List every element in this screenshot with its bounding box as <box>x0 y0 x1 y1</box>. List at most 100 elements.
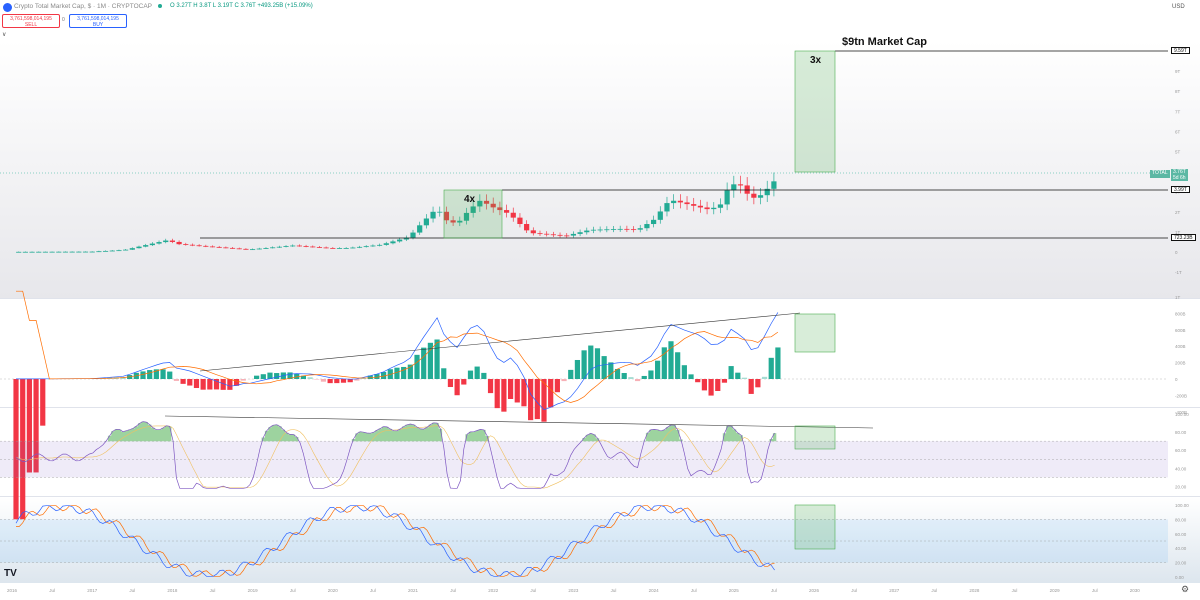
time-axis-tick: Jul <box>851 588 857 593</box>
candle-body <box>263 248 269 249</box>
macd-histogram-bar <box>474 366 480 379</box>
candle-body <box>724 190 730 205</box>
macd-histogram-bar <box>554 379 560 393</box>
candle-body <box>250 249 256 251</box>
macd-histogram-bar <box>120 376 126 379</box>
macd-trendline <box>199 312 801 372</box>
price-pane[interactable] <box>0 40 1200 298</box>
macd-histogram-bar <box>33 379 39 473</box>
macd-histogram-bar <box>655 360 661 379</box>
macd-axis-tick: -200B <box>1175 393 1187 398</box>
macd-histogram-bar <box>274 373 280 379</box>
gear-icon[interactable]: ⚙ <box>1181 584 1190 594</box>
macd-histogram-bar <box>334 379 340 384</box>
macd-histogram-bar <box>534 379 540 420</box>
macd-histogram-bar <box>708 379 714 396</box>
candle-body <box>236 248 242 250</box>
macd-histogram-bar <box>381 372 387 379</box>
candle-body <box>203 245 209 247</box>
candle-body <box>189 244 196 246</box>
candle-body <box>323 247 329 249</box>
market-cap-annotation: $9tn Market Cap <box>842 36 927 48</box>
candle-body <box>664 203 670 212</box>
candle-body <box>457 220 463 223</box>
macd-histogram-bar <box>514 379 520 403</box>
time-axis[interactable] <box>0 583 1200 600</box>
candle-body <box>737 184 744 186</box>
macd-histogram-bar <box>167 371 173 379</box>
candle-body <box>276 246 282 248</box>
macd-histogram-bar <box>160 369 166 379</box>
candle-body <box>283 246 289 247</box>
macd-histogram-bar <box>147 370 153 379</box>
time-axis-tick: 2030 <box>1130 588 1141 593</box>
macd-histogram-bar <box>200 379 206 390</box>
macd-histogram-bar <box>715 379 721 391</box>
candle-body <box>343 248 349 249</box>
candle-body <box>303 246 309 247</box>
macd-histogram-bar <box>427 342 433 379</box>
macd-axis-tick: 1T <box>1175 295 1181 300</box>
macd-axis-tick: 600B <box>1175 328 1186 333</box>
candle-body <box>229 247 236 249</box>
macd-histogram-bar <box>528 379 534 421</box>
macd-histogram-bar <box>621 373 627 379</box>
macd-histogram-bar <box>614 368 621 379</box>
time-axis-tick: 2022 <box>488 588 499 593</box>
macd-histogram-bar <box>140 371 146 379</box>
candle-body <box>176 241 182 245</box>
time-axis-tick: 2025 <box>729 588 740 593</box>
macd-histogram-bar <box>26 379 32 473</box>
buy-button[interactable]: 3,761,598,014,195 BUY <box>69 14 127 28</box>
pane-divider[interactable] <box>0 496 1200 497</box>
candle-body <box>29 251 35 253</box>
macd-histogram-bar <box>173 379 180 381</box>
macd-signal-line <box>16 290 779 403</box>
time-axis-tick: 2028 <box>969 588 980 593</box>
crypto-logo-icon <box>3 3 12 12</box>
time-axis-tick: Jul <box>210 588 216 593</box>
tradingview-logo-icon[interactable]: TV <box>4 568 17 579</box>
symbol-title[interactable]: Crypto Total Market Cap, $ · 1M · CRYPTO… <box>14 3 152 10</box>
candle-body <box>49 251 55 253</box>
candle-body <box>123 249 129 251</box>
candle-body <box>383 243 389 245</box>
candle-body <box>42 251 49 253</box>
candle-body <box>169 240 176 242</box>
stoch-d-line <box>16 505 775 577</box>
macd-histogram-bar <box>233 379 240 386</box>
candle-body <box>463 212 470 221</box>
macd-histogram-bar <box>394 367 400 379</box>
candle-body <box>577 232 583 234</box>
candle-body <box>470 206 476 213</box>
candle-body <box>256 248 262 250</box>
pane-divider[interactable] <box>0 407 1200 408</box>
macd-histogram-bar <box>267 372 273 379</box>
candle-body <box>102 250 109 252</box>
time-axis-tick: Jul <box>931 588 937 593</box>
macd-histogram-bar <box>407 364 413 379</box>
current-price: 3.76T <box>1173 169 1186 175</box>
macd-target-box <box>794 313 836 353</box>
price-level-label: 9.59T <box>1171 47 1190 54</box>
time-axis-tick: 2018 <box>167 588 178 593</box>
pane-divider[interactable] <box>0 298 1200 299</box>
candle-body <box>16 251 22 253</box>
sell-button[interactable]: 3,761,598,014,195 SELL <box>2 14 60 28</box>
price-axis-tick: 2T <box>1175 210 1181 215</box>
candle-body <box>96 251 102 253</box>
macd-histogram-bar <box>454 379 460 396</box>
candle-body <box>243 248 249 250</box>
time-axis-tick: 2026 <box>809 588 820 593</box>
candle-body <box>637 228 643 230</box>
chevron-down-icon[interactable]: ∨ <box>2 32 7 38</box>
currency-selector[interactable]: USD <box>1172 4 1185 10</box>
stoch-rsi-pane[interactable] <box>0 497 1200 583</box>
macd-histogram-bar <box>207 379 213 390</box>
macd-histogram-bar <box>213 379 220 390</box>
candle-body <box>483 200 490 204</box>
candle-body <box>731 184 737 191</box>
candle-body <box>570 233 577 236</box>
price-axis-tick: 8T <box>1175 89 1181 94</box>
